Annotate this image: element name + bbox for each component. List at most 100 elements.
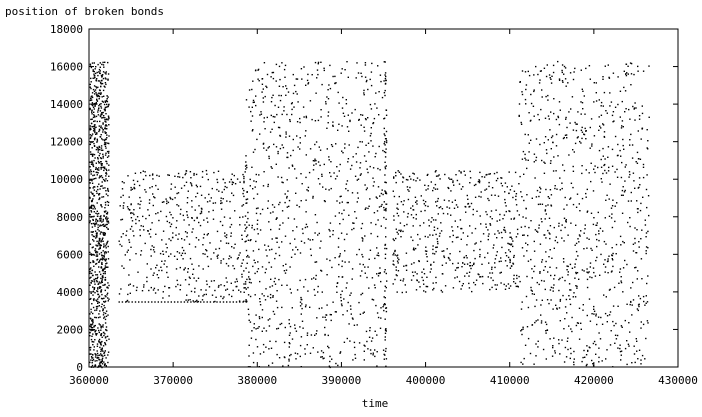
data-point [89, 107, 91, 110]
data-point [575, 272, 577, 275]
data-point [645, 252, 647, 255]
data-point [184, 279, 187, 281]
x-tick-label: 420000 [574, 374, 614, 387]
data-point [267, 295, 269, 298]
data-point [91, 141, 94, 143]
data-point [598, 356, 600, 359]
data-point [150, 286, 152, 289]
data-point [300, 366, 302, 368]
data-point [553, 284, 555, 286]
data-point [105, 296, 107, 298]
data-point [108, 155, 110, 157]
data-point [129, 292, 131, 294]
data-point [189, 277, 191, 279]
data-point [99, 120, 101, 123]
data-point [549, 289, 552, 291]
data-point [553, 278, 555, 280]
data-point [622, 126, 624, 128]
data-point [494, 266, 496, 269]
data-point [101, 166, 103, 169]
data-point [563, 73, 565, 75]
data-point [94, 353, 96, 355]
data-point [100, 327, 102, 329]
data-point [228, 255, 231, 257]
data-point [410, 236, 412, 238]
data-point [107, 61, 109, 64]
data-point [327, 115, 329, 117]
data-point [384, 247, 386, 250]
data-point [495, 254, 498, 257]
data-point [567, 271, 569, 273]
data-point [565, 118, 567, 120]
data-point [252, 352, 255, 354]
data-point [92, 116, 95, 119]
data-point [107, 119, 109, 121]
data-point [97, 226, 99, 229]
data-point [95, 333, 97, 335]
data-point [105, 357, 107, 359]
data-point [426, 250, 428, 252]
data-point [483, 176, 486, 178]
data-point [451, 241, 454, 243]
data-point [95, 299, 97, 301]
data-point [487, 229, 489, 231]
data-point [347, 158, 350, 160]
data-point [102, 309, 104, 311]
data-point [460, 227, 462, 230]
data-point [158, 175, 160, 177]
data-point [95, 190, 98, 192]
data-point [570, 222, 572, 224]
data-point [98, 331, 100, 334]
data-point [583, 133, 586, 136]
data-point [149, 236, 152, 238]
data-point [329, 222, 332, 224]
data-point [367, 171, 369, 174]
data-point [586, 188, 588, 191]
data-point [596, 222, 598, 224]
data-point [467, 198, 469, 200]
data-point [290, 103, 293, 105]
data-point [168, 295, 170, 297]
data-point [327, 345, 329, 348]
data-point [524, 225, 526, 228]
data-point [278, 203, 280, 206]
data-point [91, 111, 93, 113]
data-point [230, 232, 232, 234]
data-point [326, 258, 328, 260]
data-point [385, 307, 387, 309]
y-tick-label: 14000 [50, 98, 83, 111]
data-point [246, 300, 248, 303]
data-point [647, 275, 649, 277]
data-point [555, 118, 558, 121]
data-point [103, 166, 106, 168]
data-point [186, 214, 188, 216]
data-point [618, 282, 620, 284]
data-point [94, 248, 97, 250]
data-point [90, 97, 92, 99]
data-point [97, 188, 99, 191]
data-point [396, 212, 398, 215]
data-point [296, 289, 299, 291]
data-point [107, 266, 109, 268]
data-point [585, 67, 587, 70]
data-point [104, 145, 107, 147]
data-point [252, 151, 255, 153]
data-point [474, 196, 477, 198]
data-point [521, 333, 523, 336]
data-point [103, 300, 105, 303]
data-point [96, 343, 99, 345]
data-point [185, 299, 187, 301]
data-point [626, 363, 628, 366]
data-point [624, 189, 626, 192]
data-point [272, 310, 275, 313]
data-point [97, 298, 99, 300]
data-point [196, 186, 198, 188]
data-point [100, 277, 102, 280]
data-point [100, 147, 103, 149]
data-point [534, 177, 536, 179]
data-point [370, 340, 373, 342]
data-point [358, 248, 360, 251]
data-point [477, 180, 480, 183]
data-point [624, 259, 626, 262]
data-point [196, 217, 198, 219]
